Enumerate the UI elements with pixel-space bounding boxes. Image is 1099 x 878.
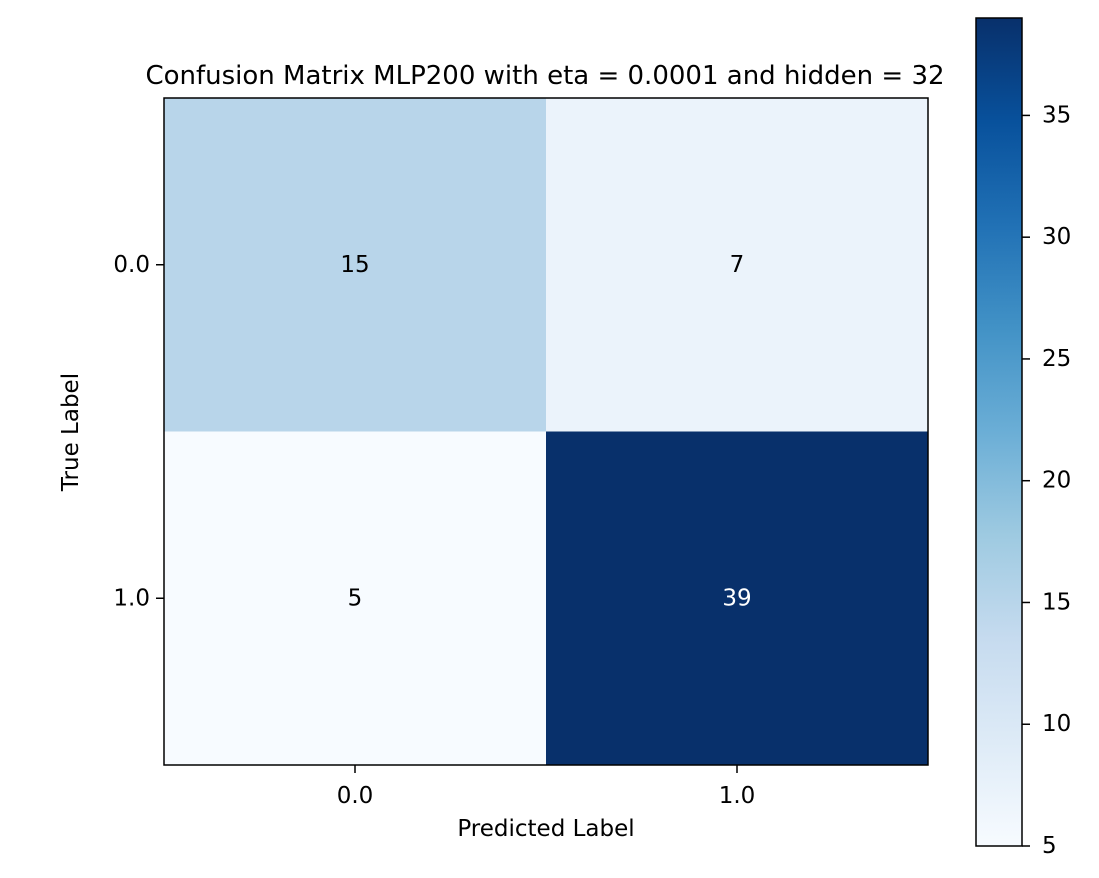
x-tick-label: 0.0	[337, 783, 374, 809]
y-tick-label: 1.0	[113, 585, 150, 611]
heatmap-cell	[546, 431, 929, 766]
colorbar-tick-label: 35	[1042, 102, 1071, 128]
x-tick-label: 1.0	[719, 783, 756, 809]
y-axis-label: True Label	[58, 373, 84, 492]
cell-value-label: 39	[722, 585, 751, 611]
colorbar-tick-label: 25	[1042, 346, 1071, 372]
colorbar-ticks: 5 10 15 20 25 30 35	[1022, 102, 1071, 859]
colorbar-tick-label: 15	[1042, 589, 1071, 615]
y-tick-label: 0.0	[113, 252, 150, 278]
heatmap-cell	[546, 98, 929, 432]
x-axis-ticks: 0.0 1.0	[337, 765, 756, 809]
y-axis-ticks: 0.0 1.0	[113, 252, 164, 611]
cell-value-label: 15	[340, 252, 369, 278]
cell-value-label: 5	[348, 585, 363, 611]
heatmap-cells: 15 7 5 39	[164, 98, 929, 766]
colorbar-tick-label: 20	[1042, 468, 1071, 494]
colorbar-tick-label: 30	[1042, 224, 1071, 250]
colorbar-tick-label: 5	[1042, 833, 1057, 859]
colorbar-tick-label: 10	[1042, 711, 1071, 737]
chart-title: Confusion Matrix MLP200 with eta = 0.000…	[145, 61, 944, 91]
heatmap-cell	[164, 98, 547, 432]
cell-value-label: 7	[730, 252, 745, 278]
plot-frame	[163, 97, 929, 766]
heatmap-cell	[164, 431, 547, 766]
colorbar	[975, 17, 1023, 847]
x-axis-label: Predicted Label	[457, 816, 634, 842]
